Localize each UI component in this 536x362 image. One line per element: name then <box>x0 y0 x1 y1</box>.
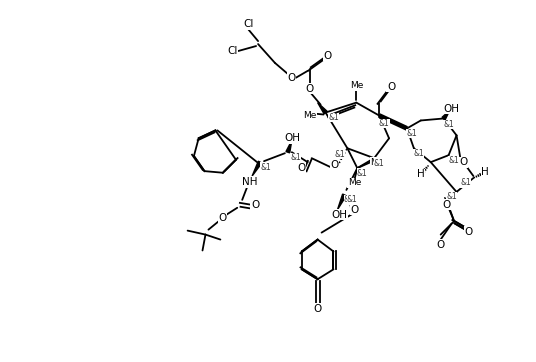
Text: H: H <box>481 167 489 177</box>
Text: Me: Me <box>348 178 361 188</box>
Text: OH: OH <box>285 133 301 143</box>
Text: &1: &1 <box>460 178 471 188</box>
Text: O: O <box>218 213 227 223</box>
Text: H: H <box>417 169 425 179</box>
Polygon shape <box>442 110 450 120</box>
Text: &1: &1 <box>413 149 424 158</box>
Text: &1: &1 <box>328 113 339 122</box>
Text: O: O <box>323 51 332 61</box>
Text: O: O <box>443 200 451 210</box>
Text: &1: &1 <box>357 169 368 178</box>
Text: &1: &1 <box>347 195 358 205</box>
Text: O: O <box>464 227 473 237</box>
Text: Me: Me <box>370 157 384 167</box>
Text: OH: OH <box>331 210 347 220</box>
Text: &1: &1 <box>446 192 457 201</box>
Polygon shape <box>318 102 327 114</box>
Text: O: O <box>350 205 359 215</box>
Text: Me: Me <box>303 111 316 120</box>
Text: &1: &1 <box>379 119 390 128</box>
Text: O: O <box>436 240 445 249</box>
Text: &1: &1 <box>291 153 301 162</box>
Text: &1: &1 <box>406 129 417 138</box>
Polygon shape <box>338 194 346 210</box>
Text: O: O <box>251 200 259 210</box>
Text: &1: &1 <box>334 150 345 159</box>
Text: NH: NH <box>242 177 258 187</box>
Text: O: O <box>387 82 395 92</box>
Text: &1: &1 <box>443 120 454 129</box>
Text: &1: &1 <box>448 156 459 165</box>
Text: O: O <box>330 160 339 170</box>
Polygon shape <box>286 140 292 153</box>
Text: OH: OH <box>444 104 459 114</box>
Text: &1: &1 <box>344 195 355 205</box>
Text: O: O <box>459 157 467 167</box>
Text: O: O <box>288 73 296 83</box>
Text: &1: &1 <box>260 163 271 172</box>
Text: Me: Me <box>349 81 363 90</box>
Text: O: O <box>306 84 314 94</box>
Text: O: O <box>443 200 451 210</box>
Text: O: O <box>464 227 473 237</box>
Text: O: O <box>297 163 306 173</box>
Text: O: O <box>314 304 322 314</box>
Text: Cl: Cl <box>243 19 254 29</box>
Text: Cl: Cl <box>227 46 237 56</box>
Text: &1: &1 <box>374 159 384 168</box>
Polygon shape <box>252 161 262 176</box>
